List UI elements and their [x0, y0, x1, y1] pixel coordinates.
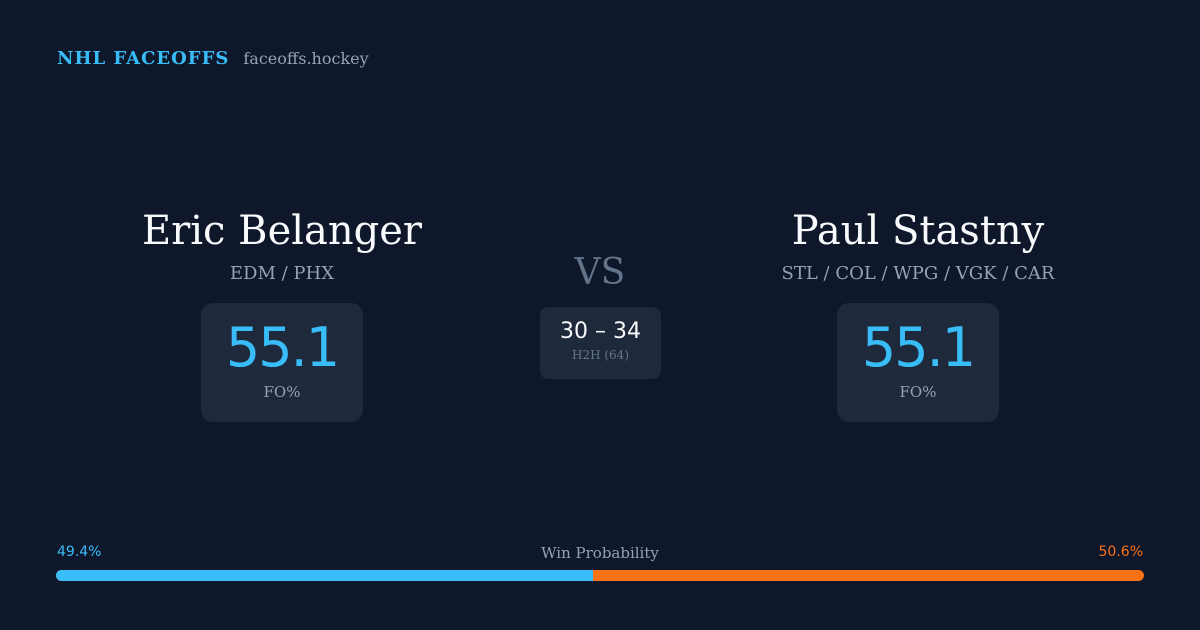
win-prob-bar — [56, 570, 1144, 581]
player-left-name: Eric Belanger — [141, 208, 423, 254]
win-prob-title: Win Probability — [541, 544, 659, 562]
player-right-teams: STL / COL / WPG / VGK / CAR — [781, 263, 1055, 284]
player-right-card: Paul Stastny STL / COL / WPG / VGK / CAR… — [708, 205, 1128, 422]
h2h-score: 30 – 34 — [560, 319, 641, 344]
brand-site: faceoffs.hockey — [243, 49, 369, 68]
win-prob-right-label: 50.6% — [1098, 544, 1143, 560]
vs-label: VS — [574, 252, 626, 293]
player-left-fo-box: 55.1 FO% — [201, 303, 363, 422]
player-right-name: Paul Stastny — [791, 208, 1045, 254]
h2h-box: 30 – 34 H2H (64) — [540, 307, 661, 379]
player-left-card: Eric Belanger EDM / PHX 55.1 FO% — [72, 205, 492, 422]
h2h-label: H2H (64) — [571, 348, 629, 362]
win-prob-bar-left-fill — [56, 570, 594, 581]
player-left-fo-value: 55.1 — [225, 316, 340, 379]
player-left-fo-label: FO% — [263, 383, 301, 401]
player-right-fo-label: FO% — [899, 383, 937, 401]
brand-header: NHL FACEOFFS faceoffs.hockey — [57, 48, 369, 69]
player-right-fo-box: 55.1 FO% — [837, 303, 999, 422]
brand-name: NHL FACEOFFS — [57, 48, 230, 69]
player-right-fo-value: 55.1 — [861, 316, 976, 379]
win-prob-left-label: 49.4% — [57, 544, 102, 560]
player-left-teams: EDM / PHX — [229, 263, 335, 284]
